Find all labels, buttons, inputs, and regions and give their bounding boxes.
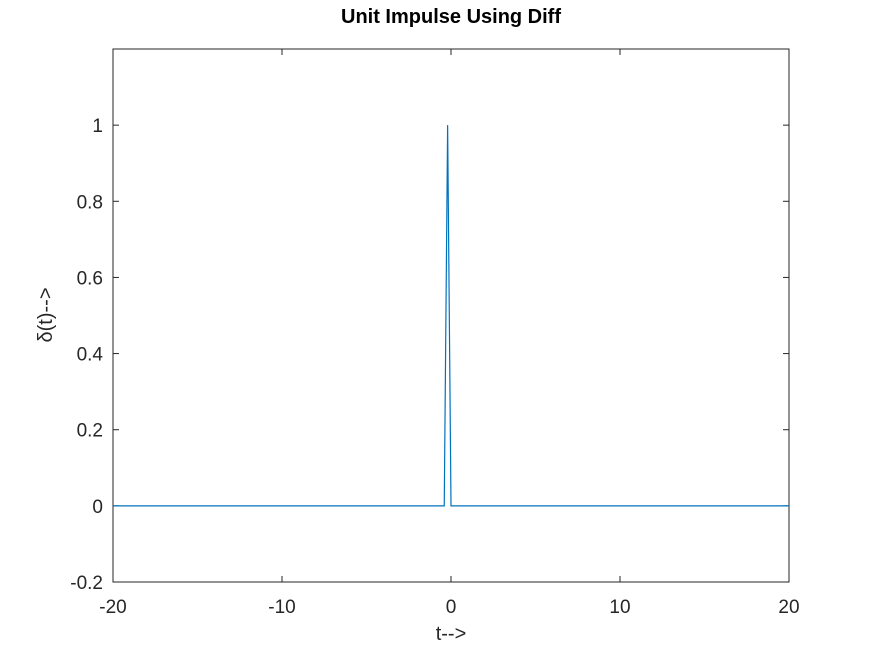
x-tick-label: -20 bbox=[99, 597, 126, 618]
series-line bbox=[113, 125, 789, 507]
y-tick-label: -0.2 bbox=[70, 573, 103, 594]
plot-area: -20 -10 0 10 20 -0.2 0 0.2 0.4 0.6 0.8 1 bbox=[70, 48, 800, 618]
y-axis-label: δ(t)--> bbox=[35, 287, 57, 342]
x-axis-ticks: -20 -10 0 10 20 bbox=[99, 49, 800, 618]
x-tick-label: 0 bbox=[446, 597, 457, 618]
y-tick-label: 0.4 bbox=[77, 345, 104, 366]
y-tick-label: 1 bbox=[92, 116, 103, 137]
y-tick-label: 0 bbox=[92, 497, 103, 518]
chart-title: Unit Impulse Using Diff bbox=[341, 6, 561, 28]
y-tick-label: 0.2 bbox=[77, 421, 103, 442]
x-axis-label: t--> bbox=[436, 623, 467, 645]
x-tick-label: 20 bbox=[778, 597, 799, 618]
y-axis-ticks: -0.2 0 0.2 0.4 0.6 0.8 1 bbox=[70, 116, 789, 594]
x-tick-label: 10 bbox=[609, 597, 630, 618]
y-tick-label: 0.8 bbox=[77, 192, 103, 213]
series-layer bbox=[113, 125, 789, 507]
y-tick-label: 0.6 bbox=[77, 268, 103, 289]
x-tick-label: -10 bbox=[268, 597, 295, 618]
